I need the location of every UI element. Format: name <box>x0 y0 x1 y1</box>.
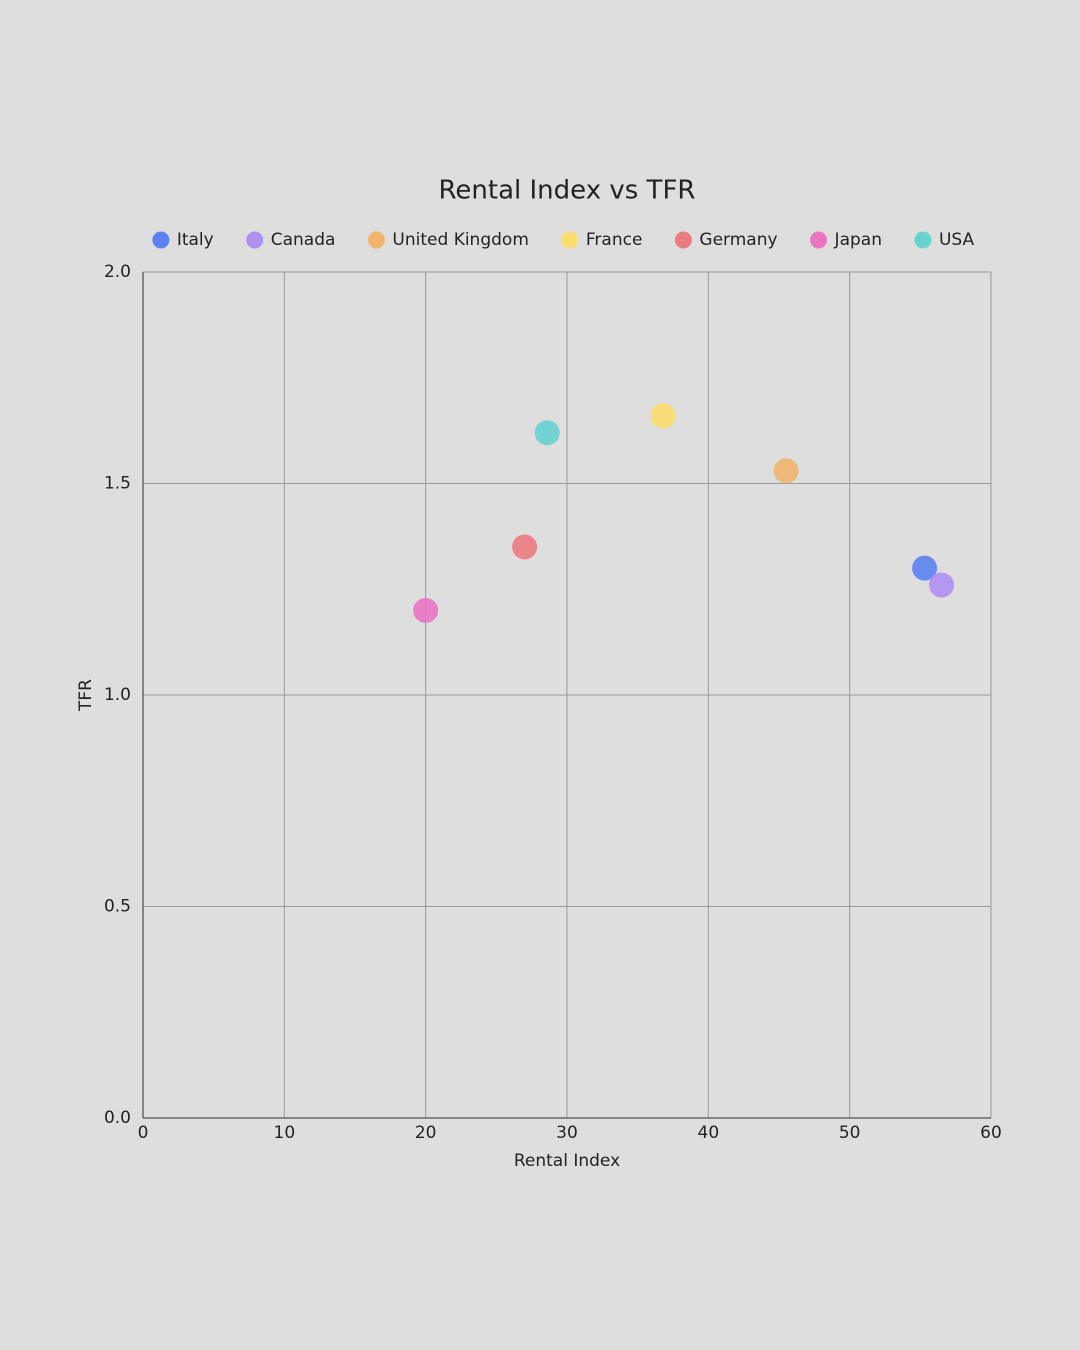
x-tick-label: 60 <box>980 1123 1002 1143</box>
x-tick-label: 10 <box>274 1123 296 1143</box>
x-tick-label: 0 <box>138 1123 149 1143</box>
legend-marker <box>246 231 264 249</box>
legend-label: USA <box>939 230 975 250</box>
legend-label: United Kingdom <box>392 230 528 250</box>
point <box>413 597 439 623</box>
legend-label: Canada <box>271 230 336 250</box>
legend-label: Japan <box>834 230 882 250</box>
legend-marker <box>810 231 828 249</box>
x-tick-label: 20 <box>415 1123 437 1143</box>
x-tick-label: 50 <box>839 1123 861 1143</box>
x-axis-label: Rental Index <box>514 1151 620 1171</box>
legend-marker <box>914 231 932 249</box>
x-tick-label: 30 <box>556 1123 578 1143</box>
point <box>773 458 799 484</box>
x-tick-label: 40 <box>698 1123 720 1143</box>
chart-title: Rental Index vs TFR <box>439 176 696 206</box>
legend-marker <box>674 231 692 249</box>
legend-item: United Kingdom <box>367 230 529 250</box>
point <box>534 420 560 446</box>
legend-item: USA <box>914 230 975 250</box>
y-tick-label: 2.0 <box>104 262 131 282</box>
legend-item: Japan <box>810 230 882 250</box>
y-tick-label: 1.0 <box>104 685 131 705</box>
legend-label: Italy <box>177 230 214 250</box>
y-tick-label: 0.5 <box>104 897 131 917</box>
legend: Italy Canada United Kingdom France Germany Ja… <box>152 230 975 250</box>
point <box>912 555 938 581</box>
y-axis-label: TFR <box>76 679 96 712</box>
point <box>512 534 538 560</box>
y-tick-label: 1.5 <box>104 474 131 494</box>
legend-marker <box>152 231 170 249</box>
point <box>929 572 955 598</box>
y-tick-label: 0.0 <box>104 1108 131 1128</box>
legend-item: Italy <box>152 230 214 250</box>
legend-label: Germany <box>699 230 777 250</box>
legend-item: France <box>561 230 642 250</box>
legend-marker <box>561 231 579 249</box>
legend-item: Germany <box>674 230 778 250</box>
point <box>650 403 676 429</box>
legend-item: Canada <box>246 230 335 250</box>
legend-label: France <box>586 230 643 250</box>
legend-marker <box>367 231 385 249</box>
